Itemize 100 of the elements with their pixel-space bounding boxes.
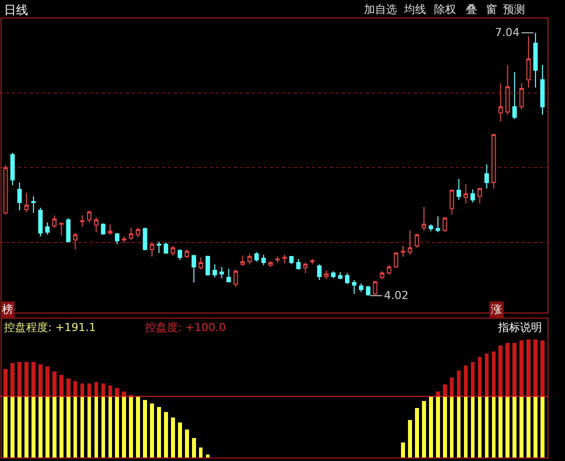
bar (436, 396, 440, 458)
candlestick (491, 134, 496, 190)
candlestick (484, 164, 489, 190)
bar (450, 396, 454, 458)
candlestick (414, 233, 420, 248)
bar (464, 396, 468, 458)
candlestick (233, 269, 238, 288)
candlestick (268, 261, 273, 268)
candlestick (254, 252, 259, 262)
candlestick (408, 230, 412, 256)
bar (512, 396, 516, 458)
candlestick (31, 196, 36, 214)
bar (52, 371, 56, 396)
candlestick (59, 222, 64, 236)
bar (73, 396, 78, 458)
bar (442, 384, 447, 396)
candlestick (436, 216, 440, 233)
bar (115, 396, 120, 458)
candlestick (206, 255, 210, 276)
candlestick (178, 248, 182, 260)
bar (408, 420, 412, 458)
candlestick (45, 222, 50, 236)
bar (401, 442, 405, 458)
candlestick (128, 227, 134, 240)
annotation: 涨 (491, 303, 502, 316)
candlestick (275, 256, 280, 264)
candlestick (519, 82, 524, 110)
bar (428, 396, 433, 458)
candlestick (247, 253, 252, 265)
candlestick (150, 242, 154, 257)
candlestick (464, 184, 468, 204)
text: 控盘程度: +191.1 (4, 321, 96, 334)
bar (478, 357, 482, 396)
bar (66, 378, 70, 396)
bar (46, 366, 50, 396)
candlestick (505, 64, 510, 116)
candlestick (366, 286, 370, 296)
bar (534, 339, 538, 396)
bar (470, 362, 475, 396)
bar (442, 396, 447, 458)
bar (66, 396, 70, 458)
candlestick (226, 268, 231, 282)
text: 均线 (403, 3, 426, 16)
candlestick (87, 210, 92, 224)
candlestick (108, 224, 112, 236)
candlestick (394, 252, 398, 268)
candlestick (372, 280, 378, 296)
bar (506, 342, 510, 396)
bar (46, 396, 50, 458)
bar (101, 396, 106, 458)
candlestick (296, 258, 301, 270)
chart-title: 日线 (4, 3, 28, 17)
bar (164, 412, 168, 458)
bar (498, 396, 503, 458)
text: 加自选 (364, 3, 397, 16)
bar (136, 396, 140, 458)
text: 指标说明 (497, 321, 542, 334)
bar (526, 339, 530, 396)
candlestick (400, 246, 406, 257)
candlestick (52, 215, 57, 228)
bar (94, 382, 98, 396)
candlestick (17, 182, 22, 211)
text: 预测 (503, 3, 525, 16)
candlestick (540, 64, 545, 116)
candlestick (289, 256, 294, 265)
text: 除权 (434, 3, 456, 16)
bar (4, 369, 8, 396)
candlestick (220, 266, 224, 279)
bar (171, 418, 175, 458)
bar (32, 396, 36, 458)
bar (498, 345, 503, 396)
candlestick (24, 192, 29, 213)
candlestick (380, 270, 384, 280)
candlestick (428, 224, 434, 232)
candlestick (38, 207, 43, 237)
bar (520, 340, 524, 396)
candlestick (142, 227, 148, 251)
bar (484, 354, 489, 396)
bar (540, 396, 544, 458)
bar (10, 396, 14, 458)
candlestick (303, 262, 308, 274)
candlestick (456, 178, 462, 200)
candlestick (164, 242, 168, 254)
candlestick (261, 254, 266, 266)
candlestick (10, 152, 15, 186)
candlestick (114, 232, 120, 245)
candlestick (170, 246, 176, 256)
candlestick (198, 256, 204, 270)
candlestick (317, 264, 322, 280)
text: 窗 (486, 3, 497, 16)
bar (520, 396, 524, 458)
text: 叠 (466, 3, 477, 16)
candlestick (345, 272, 350, 285)
candlestick (450, 190, 454, 216)
bar (464, 366, 468, 396)
candlestick (100, 222, 106, 236)
candlestick (282, 254, 287, 264)
annotation: 7.04 (495, 26, 520, 39)
candlestick (533, 32, 538, 88)
candlestick (184, 248, 190, 259)
